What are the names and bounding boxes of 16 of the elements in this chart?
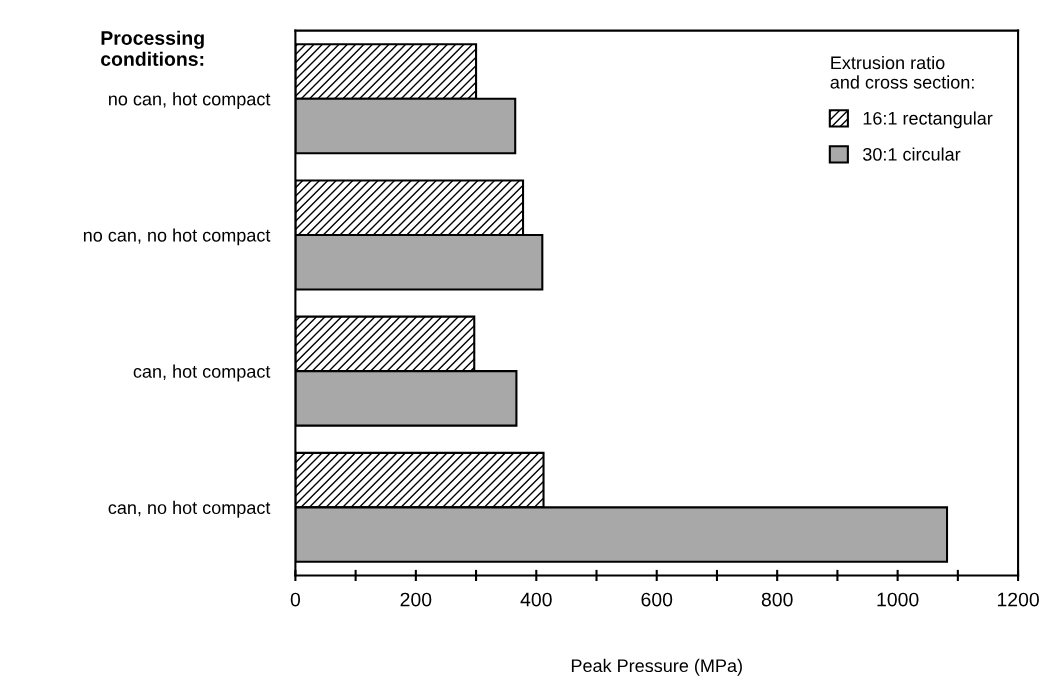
legend-title: Extrusion ratio and cross section: [830,55,974,89]
y-tick-label: can, no hot compact [108,500,271,518]
x-tick-label: 1000 [877,592,919,607]
y-tick-label: no can, no hot compact [83,228,271,246]
y-tick-label: can, hot compact [133,364,271,382]
x-tick-label: 200 [400,592,432,607]
x-axis-title: Peak Pressure (MPa) [571,658,742,676]
x-tick-label: 600 [641,592,673,607]
x-tick-label: 0 [290,592,301,607]
x-tick-label: 400 [520,592,552,607]
x-tick-label: 1200 [997,592,1039,607]
y-tick-label: no can, hot compact [109,92,271,110]
legend-label: 30:1 circular [863,147,961,161]
legend-label: 16:1 rectangular [863,111,993,129]
y-axis-title: Processing conditions: [101,30,204,66]
x-tick-label: 800 [761,592,793,607]
